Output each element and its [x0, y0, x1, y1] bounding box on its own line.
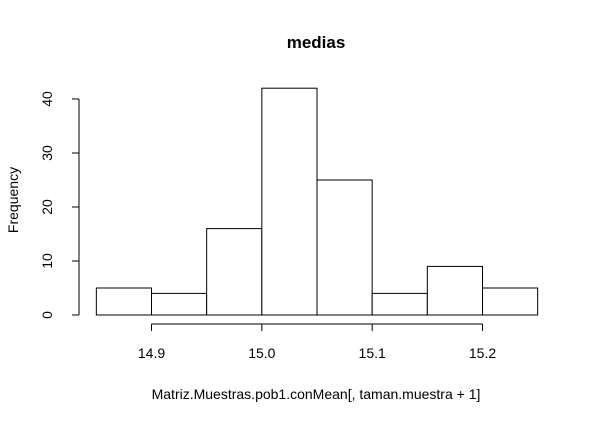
x-axis: 14.9 15.0 15.1 15.2 — [138, 323, 496, 361]
x-tick-label-3: 15.2 — [469, 345, 496, 361]
histogram-bar-1 — [151, 292, 208, 316]
histogram-bar-0 — [95, 287, 153, 316]
y-tick-label-2: 20 — [39, 199, 55, 215]
histogram-bar-5 — [371, 292, 428, 316]
y-axis: 0 10 20 30 40 — [39, 91, 80, 319]
x-tick-label-0: 14.9 — [138, 345, 165, 361]
bars-group — [95, 87, 539, 316]
x-axis-label: Matriz.Muestras.pob1.conMean[, taman.mue… — [152, 386, 481, 402]
y-tick-label-0: 0 — [39, 311, 55, 319]
x-tick-label-1: 15.0 — [248, 345, 275, 361]
histogram-bar-6 — [426, 265, 484, 316]
y-tick-label-4: 40 — [39, 91, 55, 107]
histogram-bar-7 — [482, 287, 539, 316]
y-tick-label-3: 30 — [39, 145, 55, 161]
histogram-bar-2 — [206, 228, 263, 316]
y-axis-label: Frequency — [5, 167, 21, 233]
y-tick-label-1: 10 — [39, 253, 55, 269]
x-tick-label-2: 15.1 — [359, 345, 386, 361]
chart-title: medias — [287, 33, 346, 52]
histogram-bar-3 — [261, 87, 318, 316]
histogram-bar-4 — [316, 179, 373, 316]
